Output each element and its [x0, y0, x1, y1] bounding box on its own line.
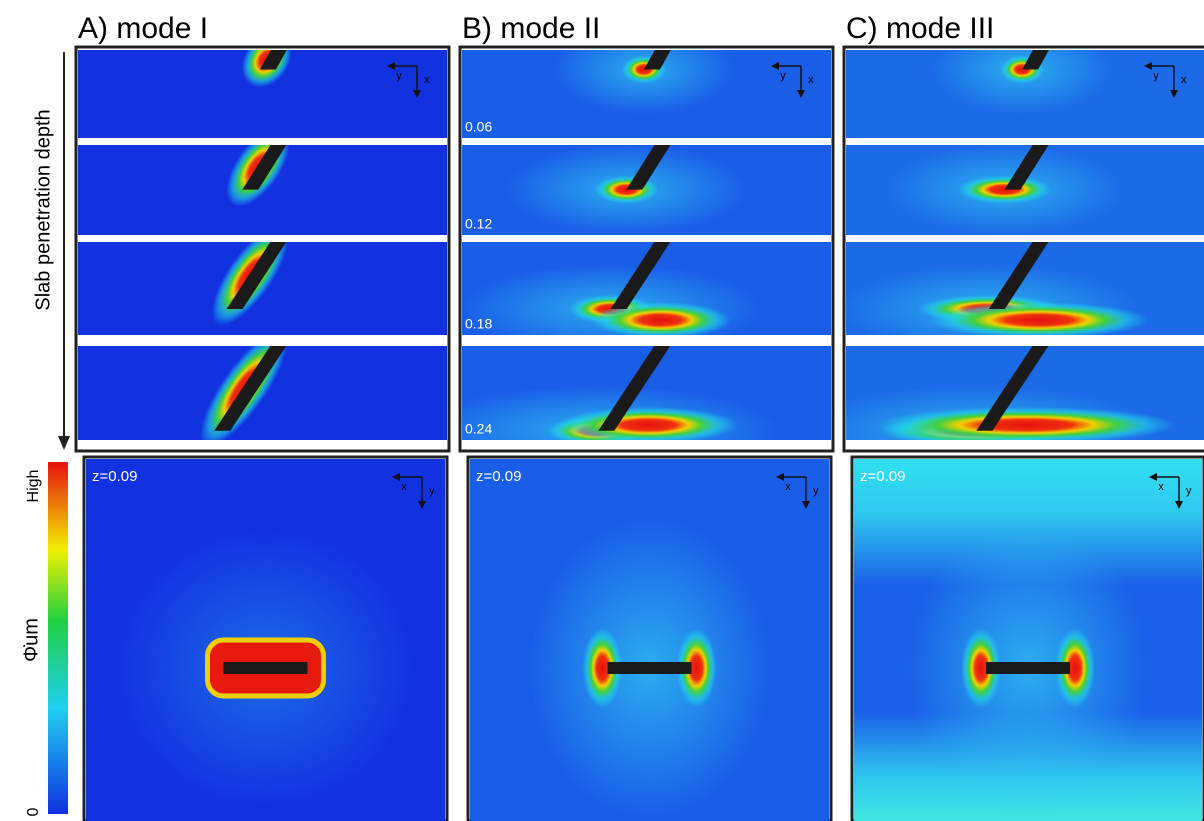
axis-label: x	[1181, 74, 1187, 86]
colorbar-title: Φ̇um	[20, 618, 42, 662]
slab	[643, 50, 671, 70]
axis-glyph	[776, 473, 784, 481]
slab	[976, 346, 1049, 431]
axis-label: x	[401, 481, 407, 493]
side-label: Slab penetration depth	[32, 109, 54, 310]
slab	[988, 242, 1049, 310]
clip-group	[846, 346, 1204, 440]
slab	[226, 242, 287, 310]
axis-label: y	[1153, 70, 1159, 82]
axis-glyph	[1149, 473, 1157, 481]
axis-glyph	[392, 473, 400, 481]
panel-title: A) mode I	[78, 12, 208, 45]
clip-group	[78, 346, 447, 440]
depth-label: 0.12	[465, 216, 492, 232]
stress-field	[928, 302, 1149, 335]
axis-glyph	[771, 62, 779, 70]
clip-group	[462, 242, 831, 335]
plan-label: z=0.09	[860, 468, 905, 485]
clip-group	[470, 459, 829, 821]
stress-field	[558, 407, 739, 440]
stress-field	[961, 628, 1001, 708]
stress-field	[582, 628, 623, 708]
axis-label: x	[1158, 481, 1164, 493]
axis-label: x	[785, 481, 791, 493]
axis-label: y	[429, 485, 435, 497]
stress-field	[1055, 628, 1095, 708]
depth-arrow-head	[58, 436, 70, 450]
depth-label: 0.06	[465, 119, 492, 135]
axis-glyph	[1144, 62, 1152, 70]
stress-field	[590, 302, 731, 335]
axis-label: y	[780, 70, 786, 82]
slab	[242, 145, 287, 190]
axis-glyph	[802, 501, 810, 509]
colorbar-high: High	[25, 470, 42, 503]
clip-group	[78, 242, 447, 335]
axis-label: y	[396, 70, 402, 82]
axis-label: y	[1186, 485, 1192, 497]
slab	[1004, 145, 1049, 190]
clip-group	[854, 459, 1202, 821]
axis-glyph	[797, 90, 805, 98]
clip-group	[462, 346, 831, 440]
clip-group	[846, 242, 1204, 335]
slab	[626, 145, 671, 190]
depth-label: 0.18	[465, 316, 492, 332]
colorbar-low: 0	[25, 807, 42, 816]
colorbar	[48, 462, 68, 814]
clip-group	[78, 145, 447, 235]
axis-label: y	[813, 485, 819, 497]
slab	[259, 50, 287, 70]
depth-label: 0.24	[465, 421, 492, 437]
slab-plan	[223, 662, 308, 674]
stress-field	[876, 407, 1177, 440]
slab	[1022, 50, 1049, 70]
clip-group	[78, 50, 447, 138]
stress-field	[676, 628, 717, 708]
clip-group	[846, 50, 1204, 138]
panel-title: C) mode III	[846, 12, 994, 45]
slab	[610, 242, 671, 310]
plan-label: z=0.09	[92, 468, 137, 485]
axis-label: x	[808, 74, 814, 86]
clip-group	[86, 459, 445, 821]
slab	[598, 346, 671, 431]
axis-glyph	[413, 90, 421, 98]
axis-label: x	[424, 74, 430, 86]
axis-glyph	[387, 62, 395, 70]
clip-group	[462, 50, 831, 138]
plan-label: z=0.09	[476, 468, 521, 485]
axis-glyph	[1175, 501, 1183, 509]
slab-plan	[607, 662, 692, 674]
slab-plan	[986, 662, 1070, 674]
slab	[214, 346, 287, 431]
axis-glyph	[418, 501, 426, 509]
clip-group	[462, 145, 831, 235]
clip-group	[846, 145, 1204, 235]
panel-title: B) mode II	[462, 12, 600, 45]
axis-glyph	[1170, 90, 1178, 98]
